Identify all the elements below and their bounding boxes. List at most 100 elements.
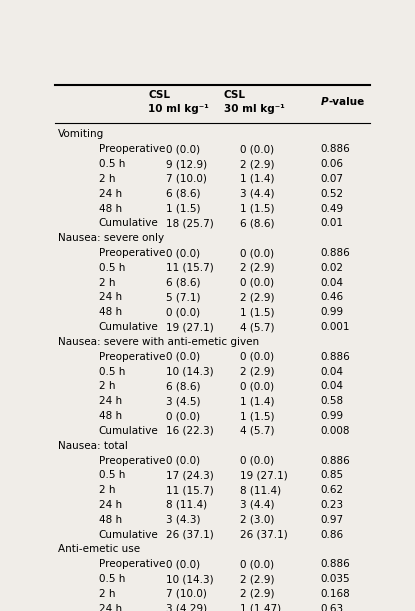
Text: 2 (2.9): 2 (2.9) [240,159,275,169]
Text: 0.52: 0.52 [320,189,344,199]
Text: 3 (4.5): 3 (4.5) [166,397,200,406]
Text: 30 ml kg⁻¹: 30 ml kg⁻¹ [224,104,285,114]
Text: 0 (0.0): 0 (0.0) [166,352,200,362]
Text: 48 h: 48 h [98,515,122,525]
Text: 0 (0.0): 0 (0.0) [240,352,274,362]
Text: 0.04: 0.04 [320,367,344,376]
Text: 26 (37.1): 26 (37.1) [166,530,214,540]
Text: 2 (3.0): 2 (3.0) [240,515,274,525]
Text: 0.62: 0.62 [320,485,344,495]
Text: 0 (0.0): 0 (0.0) [166,411,200,421]
Text: 0.02: 0.02 [320,263,344,273]
Text: 17 (24.3): 17 (24.3) [166,470,214,480]
Text: 0.886: 0.886 [320,456,350,466]
Text: 2 (2.9): 2 (2.9) [240,263,275,273]
Text: 0.5 h: 0.5 h [98,159,125,169]
Text: 0.04: 0.04 [320,381,344,392]
Text: Cumulative: Cumulative [98,218,158,229]
Text: 0.035: 0.035 [320,574,350,584]
Text: 2 (2.9): 2 (2.9) [240,574,275,584]
Text: 0.63: 0.63 [320,604,344,611]
Text: 3 (4.29): 3 (4.29) [166,604,207,611]
Text: 6 (8.6): 6 (8.6) [166,189,200,199]
Text: 0.85: 0.85 [320,470,344,480]
Text: 0 (0.0): 0 (0.0) [166,144,200,155]
Text: 6 (8.6): 6 (8.6) [166,277,200,288]
Text: 9 (12.9): 9 (12.9) [166,159,207,169]
Text: 0.001: 0.001 [320,322,350,332]
Text: 4 (5.7): 4 (5.7) [240,322,275,332]
Text: 11 (15.7): 11 (15.7) [166,263,214,273]
Text: 0.008: 0.008 [320,426,350,436]
Text: 7 (10.0): 7 (10.0) [166,589,207,599]
Text: 0.97: 0.97 [320,515,344,525]
Text: 1 (1.47): 1 (1.47) [240,604,281,611]
Text: 24 h: 24 h [98,604,122,611]
Text: 3 (4.4): 3 (4.4) [240,189,275,199]
Text: 2 h: 2 h [98,174,115,184]
Text: 24 h: 24 h [98,189,122,199]
Text: 0.5 h: 0.5 h [98,574,125,584]
Text: 0 (0.0): 0 (0.0) [240,456,274,466]
Text: Preoperative: Preoperative [98,456,165,466]
Text: 19 (27.1): 19 (27.1) [240,470,288,480]
Text: 0.886: 0.886 [320,144,350,155]
Text: -value: -value [329,97,365,106]
Text: 0.46: 0.46 [320,293,344,302]
Text: 48 h: 48 h [98,203,122,214]
Text: 2 (2.9): 2 (2.9) [240,589,275,599]
Text: 2 h: 2 h [98,589,115,599]
Text: 1 (1.5): 1 (1.5) [240,307,275,317]
Text: 0.99: 0.99 [320,411,344,421]
Text: 10 (14.3): 10 (14.3) [166,574,214,584]
Text: 1 (1.5): 1 (1.5) [240,203,275,214]
Text: 0.06: 0.06 [320,159,344,169]
Text: 0 (0.0): 0 (0.0) [240,559,274,569]
Text: 0.99: 0.99 [320,307,344,317]
Text: 3 (4.4): 3 (4.4) [240,500,275,510]
Text: 0.886: 0.886 [320,352,350,362]
Text: 10 (14.3): 10 (14.3) [166,367,214,376]
Text: 0 (0.0): 0 (0.0) [166,559,200,569]
Text: 24 h: 24 h [98,397,122,406]
Text: 0 (0.0): 0 (0.0) [240,381,274,392]
Text: 6 (8.6): 6 (8.6) [240,218,275,229]
Text: 0.5 h: 0.5 h [98,367,125,376]
Text: 4 (5.7): 4 (5.7) [240,426,275,436]
Text: 0 (0.0): 0 (0.0) [240,277,274,288]
Text: CSL: CSL [224,90,246,100]
Text: 48 h: 48 h [98,411,122,421]
Text: 6 (8.6): 6 (8.6) [166,381,200,392]
Text: 8 (11.4): 8 (11.4) [240,485,281,495]
Text: 1 (1.5): 1 (1.5) [166,203,200,214]
Text: 1 (1.5): 1 (1.5) [240,411,275,421]
Text: 2 h: 2 h [98,485,115,495]
Text: 1 (1.4): 1 (1.4) [240,174,275,184]
Text: CSL: CSL [149,90,171,100]
Text: 16 (22.3): 16 (22.3) [166,426,214,436]
Text: 0 (0.0): 0 (0.0) [166,456,200,466]
Text: Preoperative: Preoperative [98,352,165,362]
Text: 2 (2.9): 2 (2.9) [240,293,275,302]
Text: 19 (27.1): 19 (27.1) [166,322,214,332]
Text: Preoperative: Preoperative [98,144,165,155]
Text: 0.23: 0.23 [320,500,344,510]
Text: 0 (0.0): 0 (0.0) [240,248,274,258]
Text: 0 (0.0): 0 (0.0) [240,144,274,155]
Text: Anti-emetic use: Anti-emetic use [58,544,140,554]
Text: Nausea: severe with anti-emetic given: Nausea: severe with anti-emetic given [58,337,259,347]
Text: 0.886: 0.886 [320,559,350,569]
Text: Cumulative: Cumulative [98,530,158,540]
Text: 26 (37.1): 26 (37.1) [240,530,288,540]
Text: 10 ml kg⁻¹: 10 ml kg⁻¹ [149,104,209,114]
Text: 0.07: 0.07 [320,174,344,184]
Text: 48 h: 48 h [98,307,122,317]
Text: Cumulative: Cumulative [98,426,158,436]
Text: Preoperative: Preoperative [98,559,165,569]
Text: 0.49: 0.49 [320,203,344,214]
Text: 0.58: 0.58 [320,397,344,406]
Text: 18 (25.7): 18 (25.7) [166,218,214,229]
Text: 0.01: 0.01 [320,218,344,229]
Text: 0.5 h: 0.5 h [98,470,125,480]
Text: Nausea: total: Nausea: total [58,441,127,451]
